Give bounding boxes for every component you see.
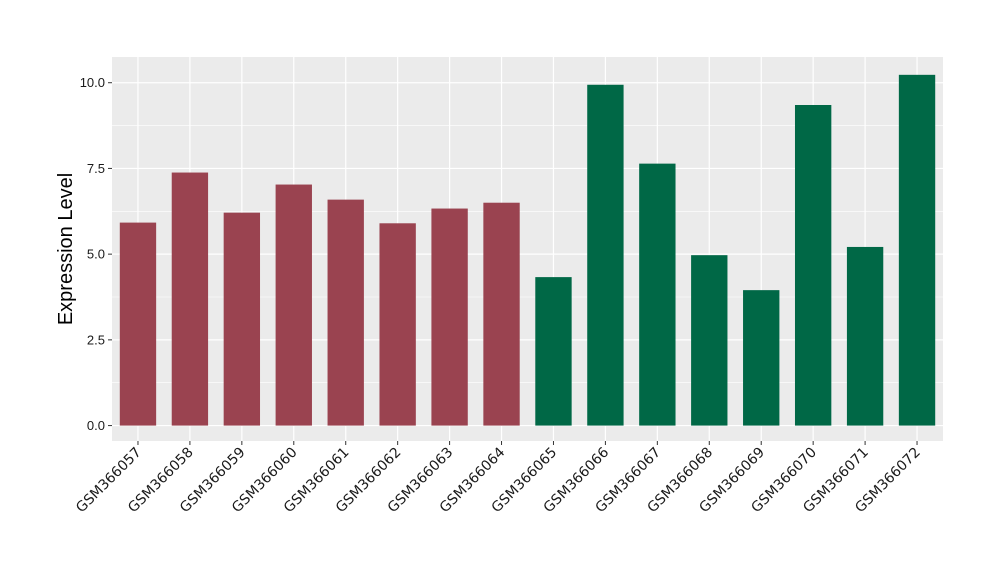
y-tick-label: 7.5 — [87, 161, 105, 176]
bar-GSM366061 — [327, 199, 364, 426]
x-axis: GSM366057GSM366058GSM366059GSM366060GSM3… — [73, 441, 924, 516]
bars-group — [119, 74, 936, 426]
y-tick-label: 10.0 — [80, 75, 105, 90]
y-axis-title: Expression Level — [55, 173, 77, 325]
bar-GSM366060 — [275, 184, 312, 426]
bar-GSM366069 — [743, 290, 780, 426]
bar-GSM366072 — [898, 74, 936, 426]
bar-GSM366070 — [794, 105, 832, 426]
bar-GSM366065 — [535, 277, 572, 426]
bar-GSM366057 — [119, 222, 157, 426]
bar-GSM366059 — [223, 212, 261, 426]
bar-GSM366064 — [483, 202, 520, 426]
bar-GSM366058 — [171, 172, 209, 426]
bar-GSM366068 — [691, 255, 728, 426]
bar-GSM366071 — [846, 246, 884, 426]
bar-GSM366066 — [587, 84, 624, 426]
bar-GSM366067 — [639, 163, 676, 426]
y-tick-label: 2.5 — [87, 332, 105, 347]
y-tick-label: 5.0 — [87, 247, 105, 262]
bar-GSM366063 — [431, 208, 468, 426]
y-axis: 0.0 2.5 5.0 7.5 10.0 — [80, 75, 112, 433]
y-tick-label: 0.0 — [87, 418, 105, 433]
bar-GSM366062 — [379, 223, 416, 426]
